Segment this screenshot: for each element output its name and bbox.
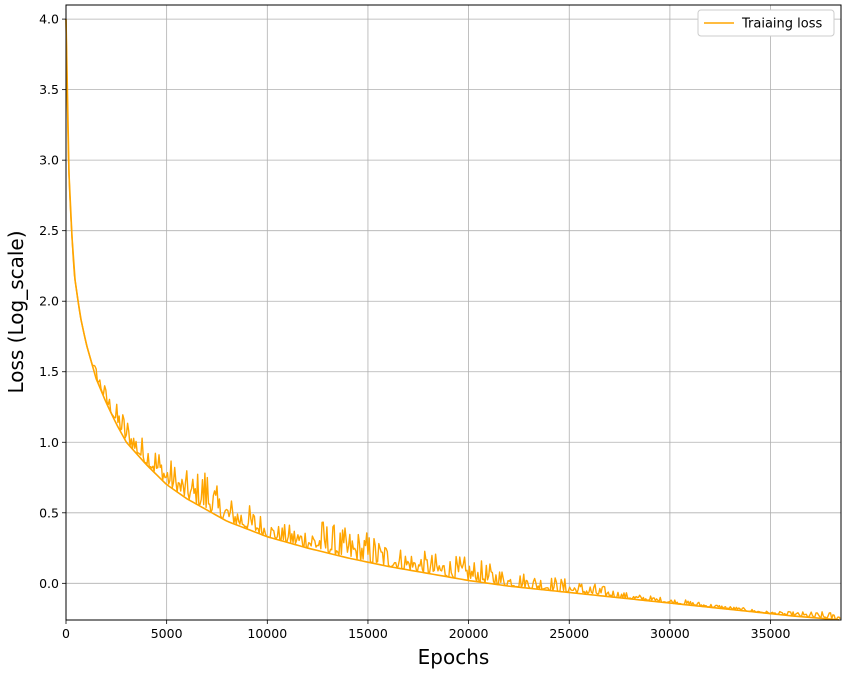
x-axis-ticks: 0 5000 10000 15000 20000 25000 30000 35000 [62,620,790,641]
y-tick-label: 3.0 [39,153,59,168]
series-line-training-loss [65,19,841,621]
x-tick-label: 25000 [549,626,589,641]
grid [65,5,841,620]
y-tick-label: 1.5 [39,364,59,379]
x-tick-label: 5000 [151,626,183,641]
x-tick-label: 0 [62,626,70,641]
x-tick-label: 35000 [751,626,791,641]
x-tick-label: 30000 [650,626,690,641]
y-tick-label: 3.5 [39,82,59,97]
legend-box [697,9,835,37]
y-tick-label: 0.0 [39,576,59,591]
plot-frame [65,4,842,621]
legend-label-training-loss: Traiaing loss [741,17,822,32]
x-axis-title: Epochs [418,645,490,669]
series-layer [65,19,841,621]
y-tick-label: 2.0 [39,294,59,309]
y-tick-label: 0.5 [39,505,59,520]
y-axis-title: Loss (Log_scale) [4,230,28,393]
x-tick-label: 15000 [348,626,388,641]
y-axis-ticks: 0.0 0.5 1.0 1.5 2.0 2.5 3.0 3.5 4.0 [39,12,66,591]
x-tick-label: 20000 [449,626,489,641]
legend: Traiaing loss [697,9,835,37]
y-tick-label: 1.0 [39,435,59,450]
series-baseline-training-loss [65,19,840,621]
x-tick-label: 10000 [247,626,287,641]
plot-background [66,5,841,620]
y-tick-label: 4.0 [39,12,59,27]
y-tick-label: 2.5 [39,223,59,238]
